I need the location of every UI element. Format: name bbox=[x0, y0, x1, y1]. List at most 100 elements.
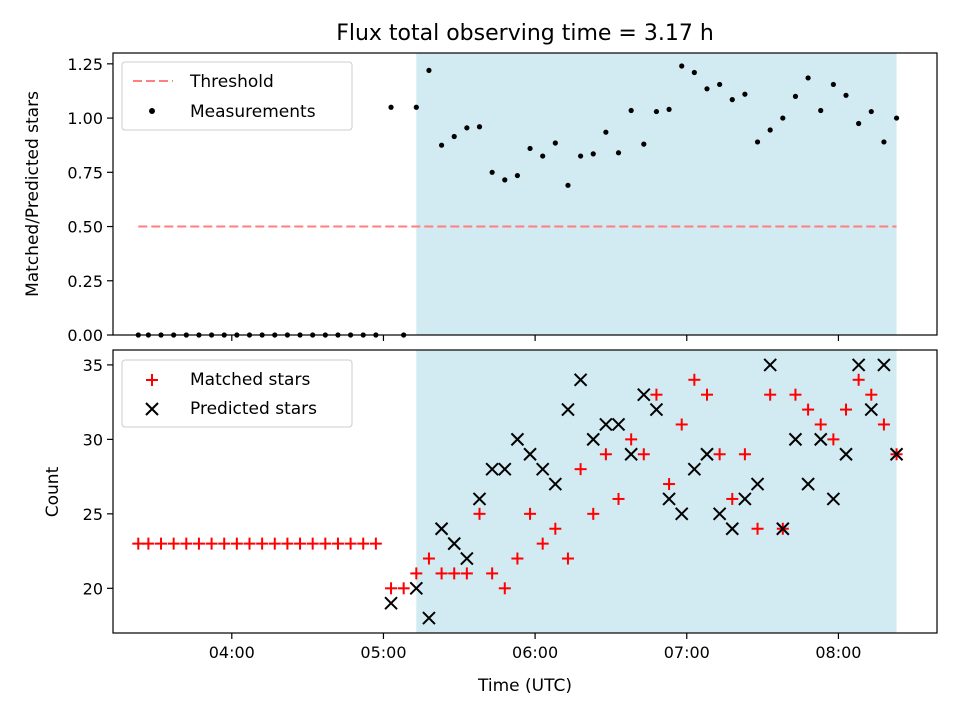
matched-star-point bbox=[167, 537, 180, 550]
matched-star-point bbox=[713, 448, 726, 461]
y-tick-label: 35 bbox=[83, 356, 103, 375]
predicted-star-point-b bbox=[687, 462, 702, 476]
measurement-point bbox=[464, 125, 470, 131]
y-tick-label: 0.25 bbox=[67, 272, 103, 291]
measurement-point bbox=[388, 104, 394, 110]
y-tick-label: 25 bbox=[83, 505, 103, 524]
matched-star-point bbox=[205, 537, 218, 550]
matched-star-point bbox=[281, 537, 294, 550]
predicted-star-point bbox=[409, 581, 424, 596]
predicted-star-point-b bbox=[877, 358, 891, 372]
matched-star-point bbox=[155, 537, 168, 550]
predicted-star-point bbox=[687, 462, 702, 476]
matched-star-point bbox=[243, 537, 256, 550]
legend-predicted-swatch bbox=[145, 402, 159, 416]
predicted-star-point bbox=[447, 536, 461, 551]
y-tick-label: 20 bbox=[83, 579, 103, 598]
measurement-point bbox=[691, 69, 697, 76]
predicted-star-point bbox=[561, 402, 575, 417]
matched-star-point bbox=[561, 552, 574, 565]
predicted-star-point-b bbox=[750, 477, 765, 491]
measurement-point bbox=[514, 172, 521, 179]
panel-bottom: 20 25 30 35 04:00 05:00 06:00 07:00 08:00 bbox=[83, 349, 938, 662]
legend-threshold-label: Threshold bbox=[189, 72, 274, 92]
predicted-star-point bbox=[460, 551, 474, 566]
matched-star-point bbox=[587, 507, 600, 520]
matched-star-point bbox=[132, 537, 145, 550]
predicted-star-point-b bbox=[422, 611, 436, 625]
predicted-star-point bbox=[523, 447, 537, 461]
measurement-point bbox=[818, 107, 824, 114]
predicted-star-point bbox=[814, 432, 828, 447]
predicted-star-point-b bbox=[826, 492, 841, 506]
measurement-point bbox=[767, 127, 773, 133]
matched-star-point bbox=[840, 403, 853, 416]
chart-title: Flux total observing time = 3.17 h bbox=[336, 21, 714, 46]
predicted-star-point bbox=[725, 522, 739, 536]
predicted-star-point bbox=[763, 358, 777, 372]
predicted-star-point bbox=[801, 477, 815, 491]
predicted-star-point bbox=[864, 402, 878, 417]
predicted-star-point bbox=[586, 432, 600, 447]
predicted-star-point bbox=[776, 522, 790, 536]
measurement-point bbox=[590, 151, 596, 157]
measurement-point bbox=[413, 104, 419, 110]
predicted-star-point-b bbox=[561, 402, 575, 417]
panel-top: 0.00 0.25 0.50 0.75 1.00 1.25 bbox=[67, 52, 938, 345]
matched-star-point bbox=[422, 552, 435, 565]
predicted-star-point-b bbox=[611, 417, 626, 432]
predicted-star-point-b bbox=[624, 447, 638, 461]
predicted-star-point-b bbox=[573, 373, 588, 387]
predicted-star-point-b bbox=[700, 447, 714, 461]
predicted-star-point bbox=[573, 373, 588, 387]
measurement-point bbox=[489, 169, 495, 175]
matched-star-point bbox=[789, 388, 802, 401]
measurement-point bbox=[426, 67, 432, 73]
matched-star-point bbox=[473, 507, 486, 520]
predicted-star-point-b bbox=[384, 596, 398, 610]
y-tick-label: 0.00 bbox=[67, 326, 103, 345]
measurement-point bbox=[565, 182, 571, 188]
measurement-point bbox=[881, 139, 887, 145]
matched-star-point bbox=[650, 388, 663, 401]
measurement-point bbox=[628, 107, 634, 114]
predicted-star-point-b bbox=[712, 507, 727, 521]
predicted-star-point-b bbox=[510, 432, 525, 447]
top-y-axis-label: Matched/Predicted stars bbox=[23, 91, 43, 297]
predicted-star-point-b bbox=[472, 492, 487, 506]
measurement-point bbox=[552, 140, 558, 146]
matched-star-point bbox=[319, 537, 332, 550]
measurement-point bbox=[679, 63, 685, 69]
matched-star-point bbox=[625, 433, 638, 446]
predicted-star-point-b bbox=[649, 402, 664, 417]
predicted-star-point bbox=[535, 462, 550, 476]
measurement-point bbox=[476, 124, 483, 130]
predicted-star-point-b bbox=[409, 581, 424, 596]
matched-star-point bbox=[599, 448, 612, 461]
predicted-star-point-b bbox=[738, 492, 752, 506]
predicted-star-point-b bbox=[460, 551, 474, 566]
matched-star-point bbox=[738, 448, 751, 461]
matched-star-point bbox=[460, 567, 473, 580]
predicted-star-point bbox=[877, 358, 891, 372]
measurement-point bbox=[540, 153, 546, 159]
predicted-star-point-b bbox=[498, 462, 512, 476]
predicted-star-point bbox=[384, 596, 398, 610]
matched-star-point bbox=[268, 537, 281, 550]
x-tick-label: 05:00 bbox=[360, 643, 406, 662]
matched-star-point bbox=[852, 373, 865, 386]
measurement-point bbox=[641, 141, 647, 147]
predicted-star-point-b bbox=[814, 432, 828, 447]
matched-star-point bbox=[814, 418, 827, 431]
matched-star-point bbox=[726, 492, 739, 505]
matched-star-point bbox=[218, 537, 231, 550]
matched-star-point bbox=[802, 403, 815, 416]
predicted-star-point-b bbox=[599, 417, 613, 432]
legend-matched-swatch bbox=[146, 374, 158, 386]
predicted-star-point bbox=[548, 477, 563, 491]
matched-star-point bbox=[256, 537, 269, 550]
matched-star-point bbox=[498, 582, 511, 595]
predicted-star-point-b bbox=[523, 447, 537, 461]
matched-star-point bbox=[865, 388, 878, 401]
